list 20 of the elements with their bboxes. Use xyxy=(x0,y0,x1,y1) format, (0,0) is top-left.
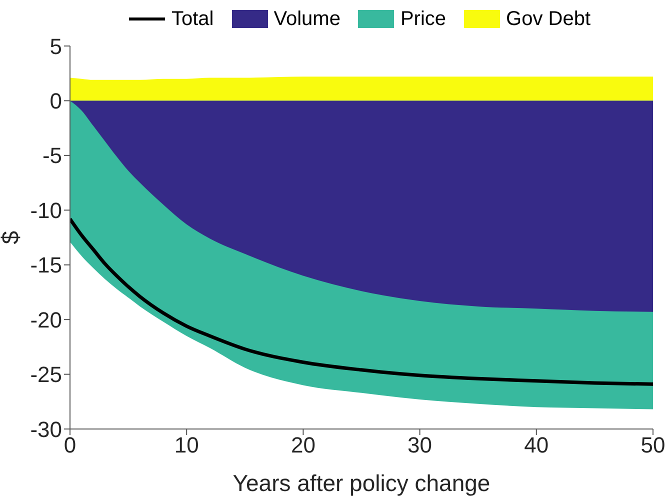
x-tick-label: 20 xyxy=(290,432,316,458)
y-tick-label: 5 xyxy=(50,34,62,59)
y-tick-label: -5 xyxy=(42,143,62,168)
y-tick-label: -15 xyxy=(30,252,62,278)
legend-label: Volume xyxy=(274,8,340,30)
legend-label: Total xyxy=(171,8,214,30)
x-axis-title: Years after policy change xyxy=(232,470,490,496)
x-tick-label: 10 xyxy=(174,432,199,458)
x-tick-label: 50 xyxy=(640,432,666,458)
x-tick-label: 30 xyxy=(408,432,432,458)
y-tick-label: -25 xyxy=(30,362,62,388)
y-axis-title: $ xyxy=(0,230,25,244)
y-tick-label: -10 xyxy=(30,198,62,223)
x-tick-label: 40 xyxy=(524,432,549,458)
line-series xyxy=(70,217,653,386)
legend-label: Gov Debt xyxy=(506,8,591,30)
y-tick-label: -30 xyxy=(30,416,62,442)
y-tick-label: 0 xyxy=(50,88,62,114)
y-tick-label: -20 xyxy=(30,307,62,332)
legend-label: Price xyxy=(400,8,446,30)
